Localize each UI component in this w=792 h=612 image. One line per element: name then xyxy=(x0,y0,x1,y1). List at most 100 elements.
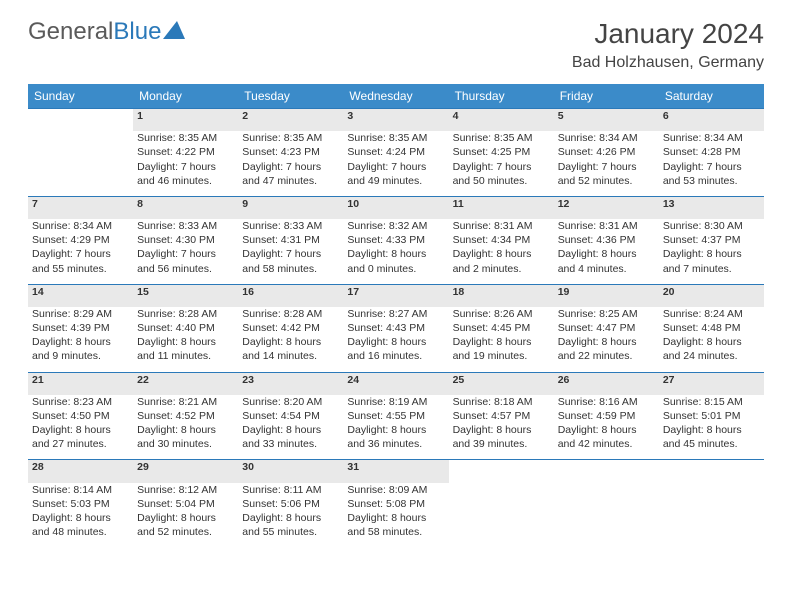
day-cell: Sunrise: 8:35 AMSunset: 4:24 PMDaylight:… xyxy=(343,131,448,196)
sunset-text: Sunset: 4:57 PM xyxy=(453,409,550,423)
sunrise-text: Sunrise: 8:26 AM xyxy=(453,307,550,321)
sunrise-text: Sunrise: 8:12 AM xyxy=(137,483,234,497)
day-number: 25 xyxy=(449,372,554,395)
day-number: 23 xyxy=(238,372,343,395)
daynum-row: 123456 xyxy=(28,109,764,132)
daylight-text-1: Daylight: 8 hours xyxy=(558,247,655,261)
sunrise-text: Sunrise: 8:34 AM xyxy=(558,131,655,145)
daynum-row: 78910111213 xyxy=(28,196,764,219)
daylight-text-1: Daylight: 8 hours xyxy=(32,511,129,525)
day-cell xyxy=(554,483,659,548)
daylight-text-1: Daylight: 8 hours xyxy=(137,423,234,437)
day-cell: Sunrise: 8:28 AMSunset: 4:42 PMDaylight:… xyxy=(238,307,343,372)
daylight-text-2: and 19 minutes. xyxy=(453,349,550,363)
sunrise-text: Sunrise: 8:35 AM xyxy=(137,131,234,145)
day-number: 31 xyxy=(343,460,448,483)
day-number: 21 xyxy=(28,372,133,395)
daynum-row: 14151617181920 xyxy=(28,284,764,307)
day-number: 19 xyxy=(554,284,659,307)
day-cell: Sunrise: 8:14 AMSunset: 5:03 PMDaylight:… xyxy=(28,483,133,548)
sunset-text: Sunset: 4:31 PM xyxy=(242,233,339,247)
daylight-text-2: and 52 minutes. xyxy=(558,174,655,188)
day-cell: Sunrise: 8:34 AMSunset: 4:28 PMDaylight:… xyxy=(659,131,764,196)
day-number: 14 xyxy=(28,284,133,307)
sunrise-text: Sunrise: 8:35 AM xyxy=(453,131,550,145)
daynum-row: 21222324252627 xyxy=(28,372,764,395)
daylight-text-1: Daylight: 8 hours xyxy=(347,247,444,261)
daylight-text-1: Daylight: 8 hours xyxy=(453,247,550,261)
day-cell: Sunrise: 8:21 AMSunset: 4:52 PMDaylight:… xyxy=(133,395,238,460)
sunset-text: Sunset: 4:48 PM xyxy=(663,321,760,335)
day-number: 29 xyxy=(133,460,238,483)
sunset-text: Sunset: 4:54 PM xyxy=(242,409,339,423)
daylight-text-2: and 58 minutes. xyxy=(242,262,339,276)
day-number xyxy=(554,460,659,483)
sunset-text: Sunset: 5:04 PM xyxy=(137,497,234,511)
day-cell: Sunrise: 8:35 AMSunset: 4:22 PMDaylight:… xyxy=(133,131,238,196)
daylight-text-2: and 11 minutes. xyxy=(137,349,234,363)
daylight-text-1: Daylight: 8 hours xyxy=(663,335,760,349)
weekday-header: Monday xyxy=(133,84,238,109)
sunrise-text: Sunrise: 8:24 AM xyxy=(663,307,760,321)
daylight-text-1: Daylight: 8 hours xyxy=(558,335,655,349)
sunset-text: Sunset: 5:08 PM xyxy=(347,497,444,511)
sunrise-text: Sunrise: 8:29 AM xyxy=(32,307,129,321)
daylight-text-1: Daylight: 7 hours xyxy=(663,160,760,174)
sunset-text: Sunset: 4:36 PM xyxy=(558,233,655,247)
day-cell xyxy=(449,483,554,548)
day-cell: Sunrise: 8:27 AMSunset: 4:43 PMDaylight:… xyxy=(343,307,448,372)
daylight-text-2: and 56 minutes. xyxy=(137,262,234,276)
sunrise-text: Sunrise: 8:32 AM xyxy=(347,219,444,233)
sunset-text: Sunset: 4:50 PM xyxy=(32,409,129,423)
day-cell: Sunrise: 8:30 AMSunset: 4:37 PMDaylight:… xyxy=(659,219,764,284)
sunrise-text: Sunrise: 8:31 AM xyxy=(453,219,550,233)
month-title: January 2024 xyxy=(572,18,764,50)
sunrise-text: Sunrise: 8:11 AM xyxy=(242,483,339,497)
daylight-text-1: Daylight: 8 hours xyxy=(558,423,655,437)
day-number: 12 xyxy=(554,196,659,219)
day-detail-row: Sunrise: 8:29 AMSunset: 4:39 PMDaylight:… xyxy=(28,307,764,372)
day-cell: Sunrise: 8:18 AMSunset: 4:57 PMDaylight:… xyxy=(449,395,554,460)
day-cell: Sunrise: 8:34 AMSunset: 4:29 PMDaylight:… xyxy=(28,219,133,284)
sunrise-text: Sunrise: 8:34 AM xyxy=(32,219,129,233)
daylight-text-2: and 16 minutes. xyxy=(347,349,444,363)
daylight-text-1: Daylight: 8 hours xyxy=(242,423,339,437)
day-number: 13 xyxy=(659,196,764,219)
day-cell: Sunrise: 8:33 AMSunset: 4:31 PMDaylight:… xyxy=(238,219,343,284)
daylight-text-1: Daylight: 8 hours xyxy=(347,423,444,437)
sunset-text: Sunset: 4:47 PM xyxy=(558,321,655,335)
daylight-text-2: and 47 minutes. xyxy=(242,174,339,188)
day-cell: Sunrise: 8:28 AMSunset: 4:40 PMDaylight:… xyxy=(133,307,238,372)
daylight-text-1: Daylight: 7 hours xyxy=(242,160,339,174)
sunrise-text: Sunrise: 8:14 AM xyxy=(32,483,129,497)
day-number: 27 xyxy=(659,372,764,395)
weekday-header: Sunday xyxy=(28,84,133,109)
day-number: 24 xyxy=(343,372,448,395)
day-number: 18 xyxy=(449,284,554,307)
daylight-text-2: and 27 minutes. xyxy=(32,437,129,451)
daylight-text-1: Daylight: 7 hours xyxy=(32,247,129,261)
day-detail-row: Sunrise: 8:23 AMSunset: 4:50 PMDaylight:… xyxy=(28,395,764,460)
weekday-header: Thursday xyxy=(449,84,554,109)
sunrise-text: Sunrise: 8:28 AM xyxy=(137,307,234,321)
daylight-text-1: Daylight: 8 hours xyxy=(32,423,129,437)
daylight-text-1: Daylight: 7 hours xyxy=(242,247,339,261)
day-number xyxy=(659,460,764,483)
day-number: 7 xyxy=(28,196,133,219)
daylight-text-2: and 2 minutes. xyxy=(453,262,550,276)
daylight-text-1: Daylight: 8 hours xyxy=(453,335,550,349)
sunrise-text: Sunrise: 8:19 AM xyxy=(347,395,444,409)
day-number: 26 xyxy=(554,372,659,395)
day-number: 22 xyxy=(133,372,238,395)
daylight-text-2: and 7 minutes. xyxy=(663,262,760,276)
weekday-header: Wednesday xyxy=(343,84,448,109)
day-number: 8 xyxy=(133,196,238,219)
weekday-header: Saturday xyxy=(659,84,764,109)
daylight-text-1: Daylight: 8 hours xyxy=(663,423,760,437)
sunrise-text: Sunrise: 8:33 AM xyxy=(137,219,234,233)
day-cell: Sunrise: 8:25 AMSunset: 4:47 PMDaylight:… xyxy=(554,307,659,372)
daylight-text-1: Daylight: 8 hours xyxy=(242,511,339,525)
daylight-text-2: and 52 minutes. xyxy=(137,525,234,539)
day-number xyxy=(28,109,133,132)
daylight-text-1: Daylight: 8 hours xyxy=(242,335,339,349)
